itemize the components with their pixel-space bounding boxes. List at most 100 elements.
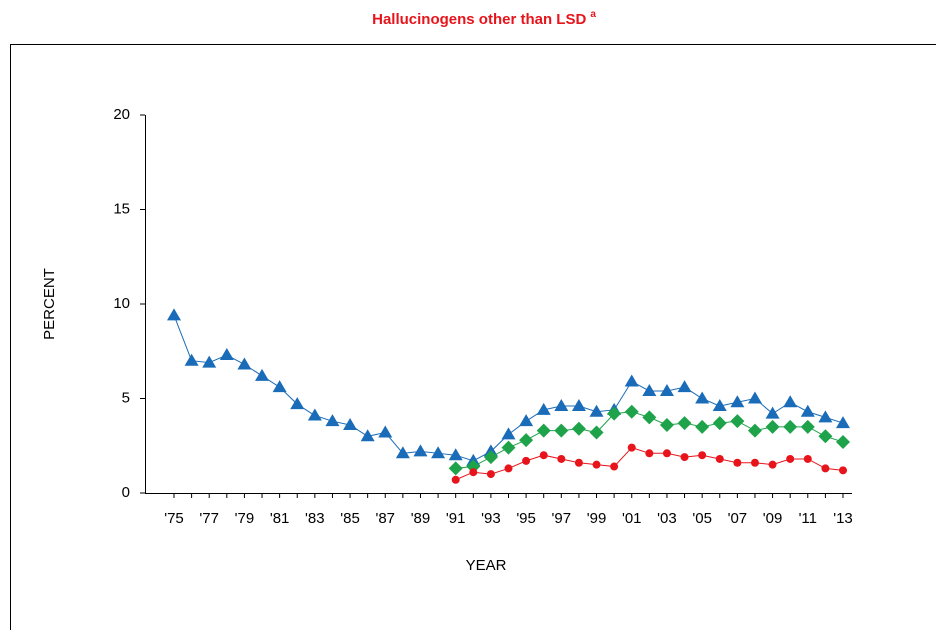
- circle-marker: [821, 464, 830, 473]
- triangle-marker: [800, 404, 815, 417]
- diamond-marker: [695, 419, 710, 434]
- x-tick-label: '01: [622, 510, 642, 527]
- title-text: Hallucinogens other than LSD: [372, 11, 586, 28]
- triangle-marker: [536, 402, 551, 415]
- circle-marker: [750, 458, 759, 467]
- diamond-marker: [571, 421, 586, 436]
- x-tick-label: '79: [235, 510, 255, 527]
- triangle-marker: [395, 446, 410, 459]
- diamond-marker: [624, 404, 639, 419]
- diamond-marker: [836, 434, 850, 449]
- triangle-marker: [818, 410, 833, 423]
- x-tick-label: '77: [199, 510, 219, 527]
- triangle-marker: [325, 414, 340, 427]
- triangle-marker: [519, 414, 534, 427]
- circle-marker: [522, 456, 531, 465]
- y-tick-label: 20: [113, 106, 130, 123]
- triangle-marker: [554, 399, 569, 412]
- triangle-marker: [747, 391, 762, 404]
- x-tick-label: '11: [799, 510, 817, 527]
- diamond-marker: [642, 410, 657, 425]
- circle-marker: [645, 449, 654, 458]
- circle-marker: [539, 451, 548, 460]
- circle-marker: [839, 466, 847, 475]
- triangle-marker: [255, 368, 270, 381]
- circle-marker: [592, 460, 601, 469]
- diamond-marker: [818, 429, 833, 444]
- triangle-marker: [237, 357, 252, 370]
- diamond-marker: [730, 414, 745, 429]
- triangle-marker: [730, 395, 745, 408]
- circle-marker: [768, 460, 777, 469]
- diamond-marker: [765, 419, 780, 434]
- diamond-marker: [712, 416, 727, 431]
- diamond-marker: [483, 450, 498, 465]
- y-tick-label: 0: [122, 484, 130, 501]
- frame: [10, 44, 936, 630]
- diamond-marker: [519, 433, 534, 448]
- x-tick-label: '95: [516, 510, 536, 527]
- x-tick-label: '93: [481, 510, 501, 527]
- x-tick-label: '91: [446, 510, 466, 527]
- x-tick-label: '99: [587, 510, 607, 527]
- circle-marker: [733, 458, 742, 467]
- triangle-marker: [783, 395, 798, 408]
- y-axis-label: PERCENT: [41, 268, 58, 340]
- triangle-marker: [219, 348, 234, 361]
- x-tick-label: '09: [763, 510, 783, 527]
- circle-marker: [469, 468, 478, 477]
- triangle-marker: [659, 383, 674, 396]
- x-tick-label: '83: [305, 510, 325, 527]
- triangle-marker: [836, 416, 850, 429]
- x-tick-label: '85: [340, 510, 360, 527]
- triangle-marker: [184, 353, 199, 366]
- y-tick-label: 10: [113, 295, 130, 312]
- triangle-marker: [431, 446, 446, 459]
- diamond-marker: [448, 461, 463, 476]
- chart-title: Hallucinogens other than LSD a: [372, 9, 596, 28]
- diamond-marker: [800, 419, 815, 434]
- circle-marker: [486, 470, 495, 479]
- triangle-marker: [695, 391, 710, 404]
- diamond-marker: [466, 459, 481, 474]
- circle-marker: [557, 454, 566, 463]
- triangle-marker: [642, 383, 657, 396]
- x-tick-label: '87: [375, 510, 395, 527]
- circle-marker: [698, 451, 707, 460]
- circle-marker: [662, 449, 671, 458]
- triangle-marker: [712, 399, 727, 412]
- x-tick-label: '81: [270, 510, 290, 527]
- circle-marker: [451, 475, 460, 484]
- title-superscript: a: [590, 9, 596, 20]
- y-tick-label: 15: [113, 200, 130, 217]
- x-tick-label: '05: [692, 510, 712, 527]
- triangle-marker: [765, 406, 780, 419]
- triangle-marker: [272, 380, 287, 393]
- diamond-marker: [677, 416, 692, 431]
- diamond-marker: [783, 419, 798, 434]
- circle-marker: [504, 464, 513, 473]
- circle-marker: [803, 454, 812, 463]
- x-tick-label: '07: [728, 510, 748, 527]
- circle-marker: [715, 454, 724, 463]
- triangle-marker: [343, 417, 358, 430]
- diamond-marker: [554, 423, 569, 438]
- triangle-marker: [290, 397, 305, 410]
- triangle-marker: [378, 425, 393, 438]
- diamond-marker: [607, 406, 622, 421]
- triangle-marker: [202, 355, 217, 368]
- x-tick-label: '89: [411, 510, 431, 527]
- circle-marker: [574, 458, 583, 467]
- x-tick-label: '03: [657, 510, 677, 527]
- circle-marker: [610, 462, 619, 471]
- triangle-marker: [571, 399, 586, 412]
- triangle-marker: [167, 308, 181, 321]
- triangle-marker: [413, 444, 428, 457]
- triangle-marker: [360, 429, 375, 442]
- circle-marker: [786, 454, 795, 463]
- x-tick-label: '13: [833, 510, 853, 527]
- y-tick-label: 5: [122, 389, 130, 406]
- circle-marker: [680, 453, 689, 462]
- diamond-marker: [589, 425, 604, 440]
- x-tick-label: '75: [164, 510, 184, 527]
